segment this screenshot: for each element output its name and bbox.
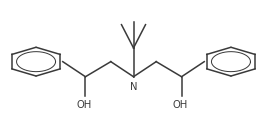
Text: N: N: [130, 82, 137, 92]
Text: OH: OH: [76, 100, 92, 110]
Text: OH: OH: [172, 100, 188, 110]
